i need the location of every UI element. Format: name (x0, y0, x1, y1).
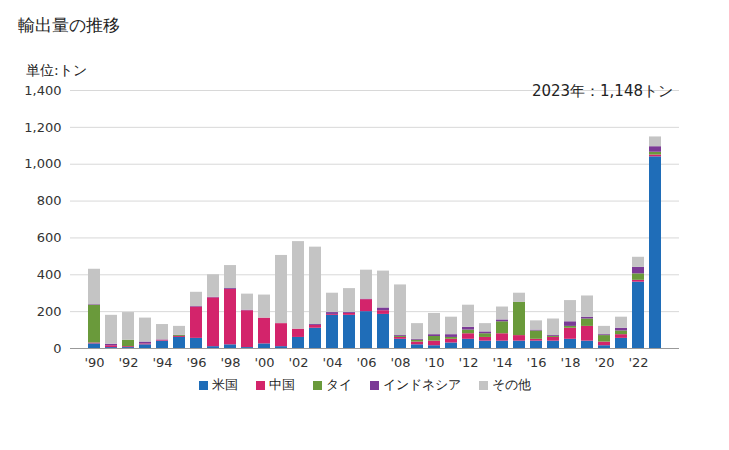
svg-text:'02: '02 (288, 355, 308, 370)
svg-text:'06: '06 (356, 355, 376, 370)
html-text:中国: 中国 (268, 377, 295, 392)
svg-text:'08: '08 (390, 355, 410, 370)
svg-text:'90: '90 (84, 355, 104, 370)
html-text:2023年：1,148トン: 2023年：1,148トン (531, 82, 673, 100)
svg-text:'12: '12 (458, 355, 478, 370)
svg-text:'98: '98 (220, 355, 240, 370)
svg-text:'04: '04 (322, 355, 342, 370)
svg-text:1,200: 1,200 (24, 120, 61, 135)
svg-text:200: 200 (37, 304, 62, 319)
html-text:輸出量の推移: 輸出量の推移 (18, 15, 120, 35)
svg-text:'94: '94 (152, 355, 172, 370)
svg-text:'00: '00 (254, 355, 274, 370)
svg-text:'14: '14 (492, 355, 512, 370)
svg-text:'20: '20 (594, 355, 614, 370)
html-text:その他: その他 (491, 377, 531, 392)
svg-text:'16: '16 (526, 355, 546, 370)
svg-text:'96: '96 (186, 355, 206, 370)
svg-text:1,000: 1,000 (24, 156, 61, 171)
svg-text:0: 0 (53, 341, 61, 356)
html-text:単位:トン: 単位:トン (26, 62, 87, 78)
svg-text:400: 400 (37, 267, 62, 282)
svg-text:800: 800 (37, 193, 62, 208)
svg-text:'18: '18 (560, 355, 580, 370)
svg-text:'92: '92 (118, 355, 138, 370)
svg-text:1,400: 1,400 (24, 83, 61, 98)
html-text:インドネシア: インドネシア (382, 377, 461, 392)
svg-text:'10: '10 (424, 355, 444, 370)
svg-text:'22: '22 (628, 355, 648, 370)
html-text:米国: 米国 (211, 377, 238, 392)
svg-text:600: 600 (37, 230, 62, 245)
html-text:タイ: タイ (325, 377, 352, 392)
